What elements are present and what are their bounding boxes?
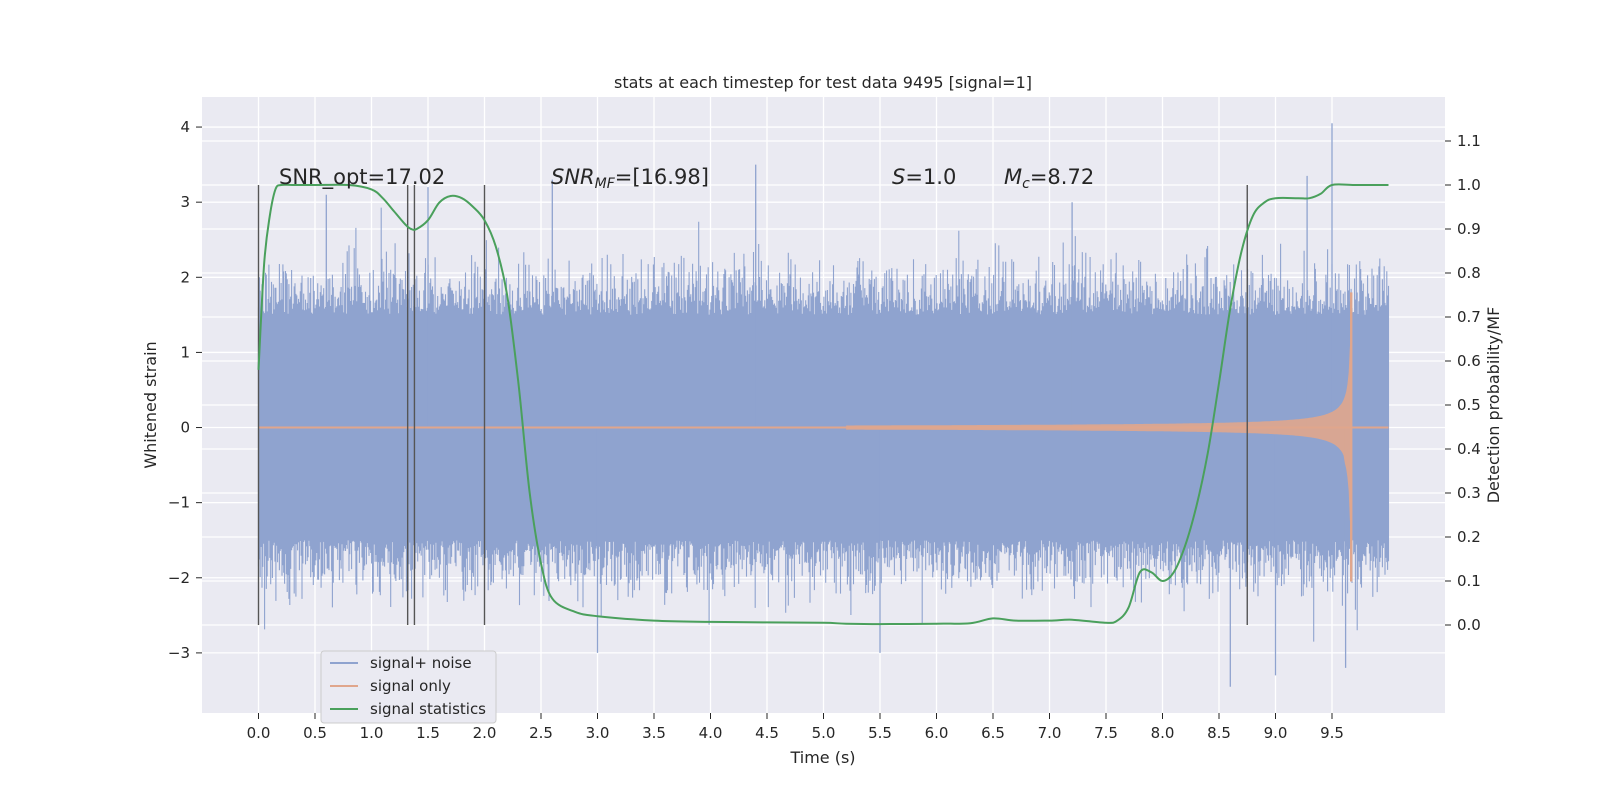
x-tick-label: 4.5 [755, 724, 779, 742]
y-tick-left-label: 3 [180, 193, 190, 211]
annotation-s: S=1.0 [892, 165, 956, 189]
x-tick-label: 0.0 [247, 724, 271, 742]
annotation-snr-mf: SNRMF=[16.98] [551, 165, 709, 192]
y-tick-right-label: 0.4 [1457, 440, 1481, 458]
x-tick-label: 7.5 [1094, 724, 1118, 742]
annotation-mc-base: M [1004, 165, 1022, 189]
x-tick-label: 8.5 [1207, 724, 1231, 742]
y-tick-right-label: 0.9 [1457, 220, 1481, 238]
y-axis-right-title: Detection probability/MF [1484, 307, 1503, 504]
x-tick-label: 6.0 [925, 724, 949, 742]
annotation-snr-opt: SNR_opt=17.02 [279, 165, 445, 190]
x-axis-title: Time (s) [789, 748, 855, 767]
annotation-mc-sub: c [1022, 176, 1030, 192]
series-signal-only [258, 292, 1389, 582]
annotation-mc: Mc=8.72 [1004, 165, 1094, 192]
y-tick-right-label: 0.0 [1457, 616, 1481, 634]
y-tick-right-label: 0.5 [1457, 396, 1481, 414]
y-tick-right-label: 0.6 [1457, 352, 1481, 370]
signal-statistics-line [257, 183, 1389, 626]
legend-box [320, 650, 497, 724]
y-tick-left-label: −2 [168, 569, 190, 587]
x-tick-label: 1.0 [360, 724, 384, 742]
y-tick-left-label: −1 [168, 494, 190, 512]
y-axis-right: 1.1 1.0 0.9 0.8 0.7 0.6 0.5 0.4 0.3 0.2 0.1 0.0 [1445, 132, 1481, 634]
annotation-s-value: =1.0 [905, 165, 956, 189]
x-tick-label: 5.5 [868, 724, 892, 742]
y-tick-right-label: 1.1 [1457, 132, 1481, 150]
y-tick-right-label: 0.1 [1457, 572, 1481, 590]
x-tick-label: 5.0 [812, 724, 836, 742]
y-tick-left-label: 1 [180, 343, 190, 361]
x-tick-label: 0.5 [303, 724, 327, 742]
x-tick-label: 3.5 [642, 724, 666, 742]
x-tick-label: 3.0 [586, 724, 610, 742]
y-axis-left: 4 3 2 1 0 −1 −2 −3 [168, 118, 202, 662]
annotation-mc-value: =8.72 [1030, 165, 1094, 189]
y-tick-right-label: 0.2 [1457, 528, 1481, 546]
y-tick-left-label: 2 [180, 268, 190, 286]
x-tick-label: 9.0 [1264, 724, 1288, 742]
annotation-snr-mf-base: SNR [551, 165, 595, 189]
annotation-s-symbol: S [892, 165, 905, 189]
x-tick-label: 2.0 [473, 724, 497, 742]
y-tick-right-label: 0.3 [1457, 484, 1481, 502]
y-tick-right-label: 1.0 [1457, 176, 1481, 194]
series-signal-statistics [257, 183, 1389, 626]
x-tick-label: 2.5 [529, 724, 553, 742]
y-tick-right-label: 0.8 [1457, 264, 1481, 282]
annotation-snr-mf-sub: MF [595, 176, 616, 192]
y-axis-left-title: Whitened strain [141, 341, 160, 468]
x-tick-label: 6.5 [981, 724, 1005, 742]
y-tick-right-label: 0.7 [1457, 308, 1481, 326]
x-tick-label: 8.0 [1151, 724, 1175, 742]
chart-title: stats at each timestep for test data 949… [614, 73, 1032, 92]
y-tick-left-label: −3 [168, 644, 190, 662]
x-tick-label: 1.5 [416, 724, 440, 742]
legend-label-signal-noise: signal+ noise [370, 654, 472, 672]
noise-peaks [325, 123, 1347, 687]
x-tick-label: 9.5 [1320, 724, 1344, 742]
y-tick-left-label: 0 [180, 419, 190, 437]
legend: signal+ noise signal only signal statist… [320, 650, 497, 724]
legend-label-signal-only: signal only [370, 677, 451, 695]
threshold-lines [257, 185, 1248, 625]
y-tick-left-label: 4 [180, 118, 190, 136]
x-tick-label: 7.0 [1038, 724, 1062, 742]
annotation-snr-mf-value: =[16.98] [615, 165, 709, 189]
x-axis: 0.0 0.5 1.0 1.5 2.0 2.5 3.0 3.5 4.0 4.5 5.0 5.5 6.0 6… [247, 713, 1344, 742]
x-tick-label: 4.0 [699, 724, 723, 742]
legend-label-signal-statistics: signal statistics [370, 700, 486, 718]
